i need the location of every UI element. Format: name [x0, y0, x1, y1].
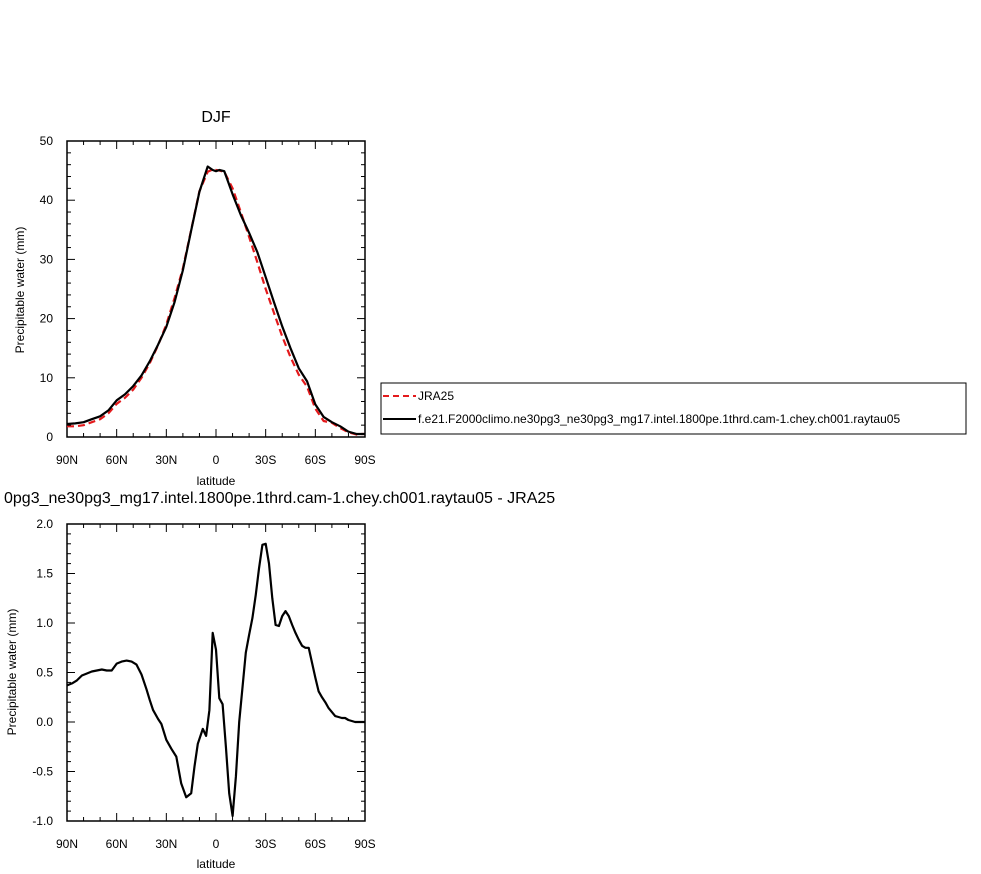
legend: JRA25 f.e21.F2000climo.ne30pg3_ne30pg3_m…	[380, 382, 967, 435]
top-chart: DJF latitude Precipitable water (mm) 90N…	[13, 109, 376, 488]
top-chart-ytick-label: 10	[40, 371, 54, 385]
top-chart-ytick-label: 40	[40, 193, 54, 207]
top-chart-series-1-line	[66, 165, 365, 436]
bottom-chart-ytick-label: -1.0	[32, 814, 53, 828]
legend-box	[380, 382, 967, 435]
bottom-chart-title: 0pg3_ne30pg3_mg17.intel.1800pe.1thrd.cam…	[4, 490, 555, 507]
bottom-chart-ytick-label: 0.5	[36, 666, 53, 680]
bottom-chart-ytick-label: 0.0	[36, 715, 53, 729]
top-chart-ytick-label: 30	[40, 252, 54, 266]
bottom-chart-xtick-label: 60N	[106, 837, 128, 851]
top-chart-xtick-label: 30N	[155, 453, 177, 467]
top-chart-xtick-label: 90N	[56, 453, 78, 467]
top-chart-frame	[66, 140, 366, 438]
top-chart-xtick-label: 60S	[305, 453, 326, 467]
bottom-chart-xtick-label: 60S	[305, 837, 326, 851]
bottom-chart-xlabel: latitude	[197, 857, 236, 871]
top-chart-xtick-label: 0	[213, 453, 220, 467]
top-chart-ytick-label: 0	[46, 430, 53, 444]
top-chart-ylabel: Precipitable water (mm)	[13, 227, 27, 354]
legend-label-model: f.e21.F2000climo.ne30pg3_ne30pg3_mg17.in…	[418, 412, 900, 426]
top-chart-title: DJF	[201, 109, 231, 126]
bottom-chart-xtick-label: 90S	[354, 837, 375, 851]
top-chart-series-0-line	[67, 168, 365, 436]
top-chart-ytick-label: 50	[40, 134, 54, 148]
top-chart-ytick-label: 20	[40, 312, 54, 326]
bottom-chart-ytick-label: 1.5	[36, 567, 53, 581]
top-chart-xtick-label: 60N	[106, 453, 128, 467]
bottom-chart-ytick-label: 1.0	[36, 616, 53, 630]
bottom-chart-frame	[66, 523, 366, 822]
top-chart-xtick-label: 30S	[255, 453, 276, 467]
top-chart-xlabel: latitude	[197, 474, 236, 488]
bottom-chart-ytick-label: -0.5	[32, 765, 53, 779]
bottom-chart-xtick-label: 90N	[56, 837, 78, 851]
bottom-chart-xtick-label: 30S	[255, 837, 276, 851]
bottom-chart-ytick-label: 2.0	[36, 517, 53, 531]
bottom-chart-series-0-line	[66, 542, 365, 818]
legend-label-jra25: JRA25	[418, 389, 454, 403]
bottom-chart-xtick-label: 30N	[155, 837, 177, 851]
bottom-chart: 0pg3_ne30pg3_mg17.intel.1800pe.1thrd.cam…	[4, 490, 555, 871]
bottom-chart-ylabel: Precipitable water (mm)	[5, 609, 19, 736]
bottom-chart-xtick-label: 0	[213, 837, 220, 851]
top-chart-xtick-label: 90S	[354, 453, 375, 467]
